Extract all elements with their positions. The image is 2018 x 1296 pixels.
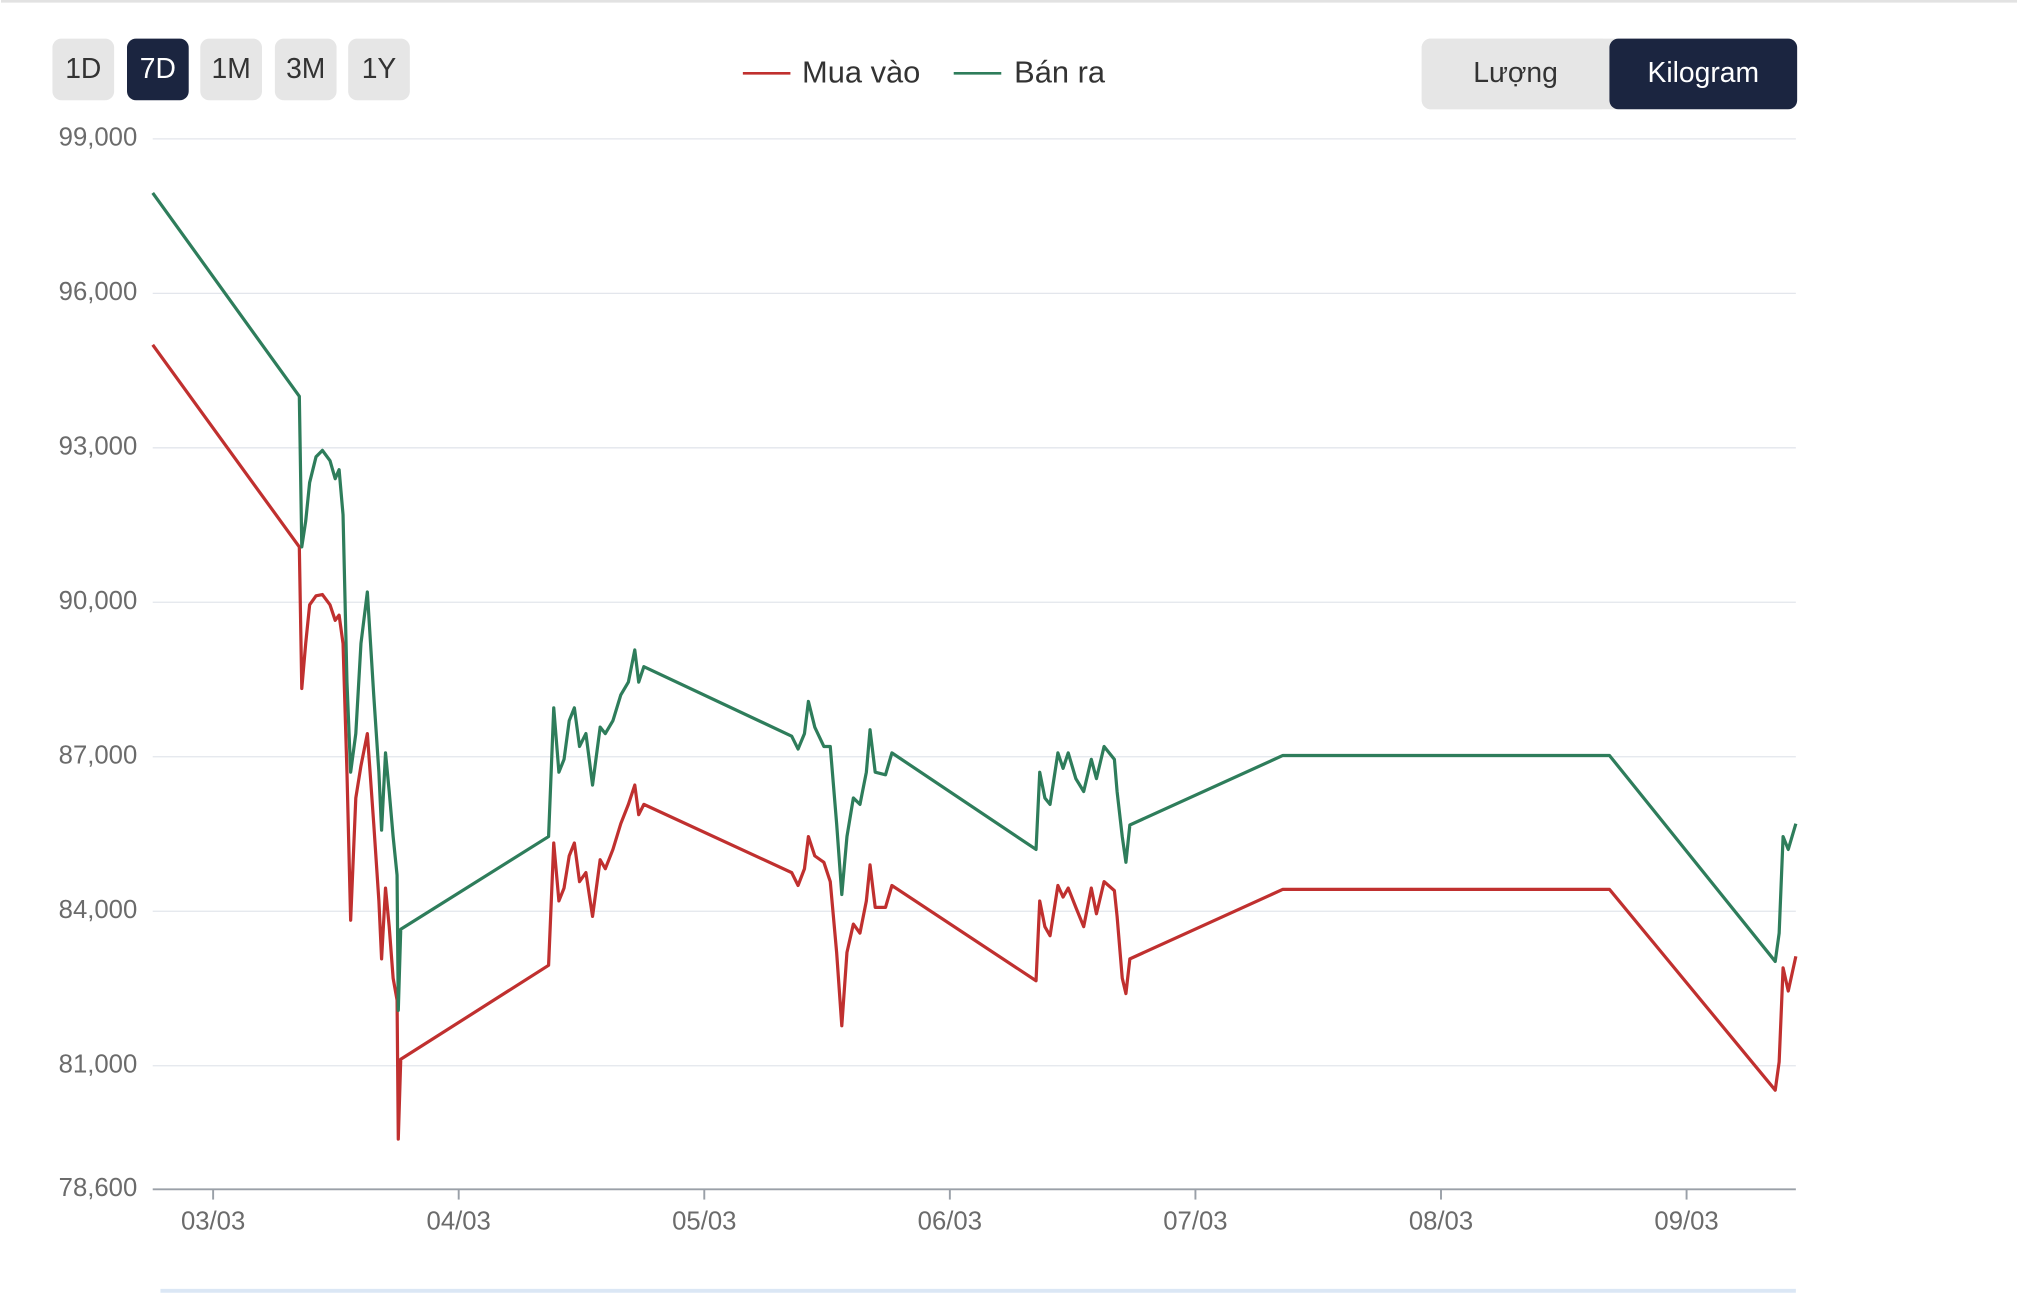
series-line: [151, 191, 1798, 1012]
range-button-label[interactable]: 7D: [140, 52, 176, 84]
x-tick-label: 07/03: [1163, 1208, 1227, 1236]
legend-label: Bán ra: [1014, 55, 1106, 90]
y-tick-label: 96,000: [59, 278, 138, 306]
x-tick-label: 05/03: [672, 1208, 736, 1236]
x-tick-label: 08/03: [1409, 1208, 1473, 1236]
y-tick-label: 99,000: [59, 124, 138, 152]
x-tick-label: 06/03: [918, 1208, 982, 1236]
y-tick-label: 78,600: [59, 1174, 138, 1202]
range-button-label[interactable]: 1D: [65, 52, 101, 84]
range-button-label[interactable]: 1Y: [362, 52, 397, 84]
range-button[interactable]: [274, 38, 337, 101]
x-tick-label: 03/03: [181, 1208, 245, 1236]
range-button-label[interactable]: 3M: [286, 52, 325, 84]
unit-button[interactable]: [1609, 38, 1798, 110]
range-button[interactable]: [200, 38, 262, 101]
y-tick-label: 81,000: [59, 1051, 138, 1079]
unit-button[interactable]: [1421, 38, 1610, 110]
unit-button-label[interactable]: Lượng: [1473, 56, 1558, 88]
x-tick-label: 04/03: [427, 1208, 491, 1236]
y-tick-label: 93,000: [59, 433, 138, 461]
range-button-label[interactable]: 1M: [212, 52, 251, 84]
y-tick-label: 87,000: [59, 742, 138, 770]
series-line: [151, 343, 1798, 1141]
range-button[interactable]: [348, 38, 410, 101]
unit-button-label[interactable]: Kilogram: [1648, 56, 1760, 88]
x-tick-label: 09/03: [1654, 1208, 1718, 1236]
range-button[interactable]: [52, 38, 115, 101]
y-tick-label: 90,000: [59, 587, 138, 615]
y-tick-label: 84,000: [59, 896, 138, 924]
legend-label: Mua vào: [802, 55, 920, 90]
range-button[interactable]: [127, 38, 189, 101]
